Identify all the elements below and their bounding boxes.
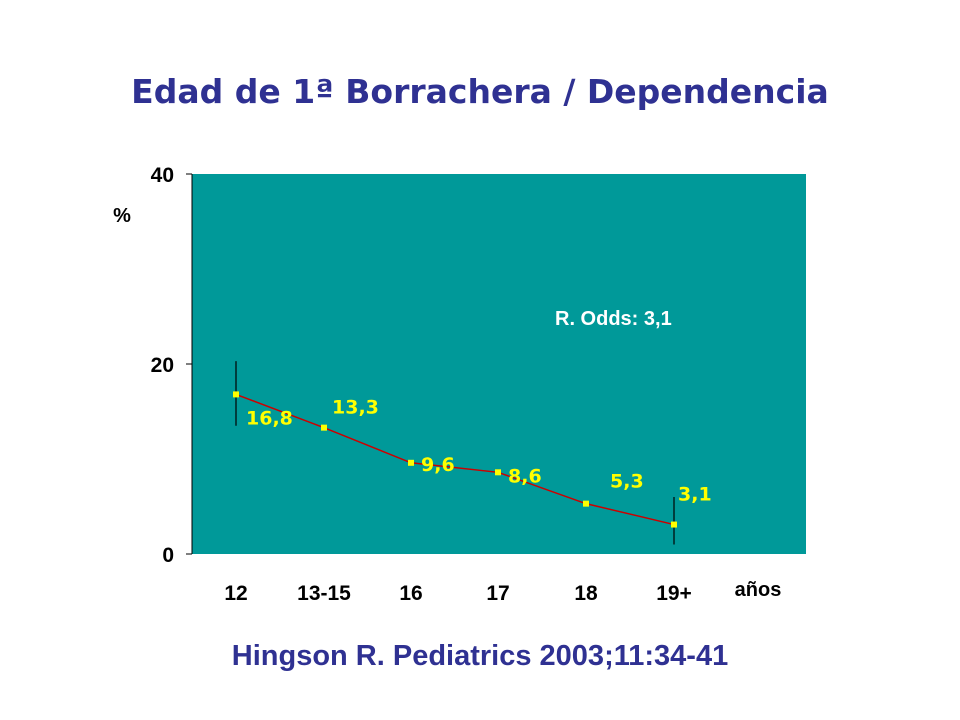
data-labels: 16,8 13,3 9,6 8,6 5,3 3,1 (246, 397, 712, 506)
data-point (408, 459, 414, 466)
x-axis-label: años (735, 579, 782, 601)
slide-title: Edad de 1ª Borrachera / Dependencia (131, 72, 829, 111)
data-point (671, 521, 677, 528)
x-tick-label: 19+ (656, 582, 692, 605)
plot-area (192, 174, 806, 554)
odds-ratio-annotation: R. Odds: 3,1 (555, 308, 672, 330)
x-tick-label: 17 (486, 582, 509, 605)
y-tick-label: 40 (151, 164, 174, 187)
data-label: 16,8 (246, 407, 293, 429)
x-tick-labels: 12 13-15 16 17 18 19+ (224, 582, 691, 605)
y-ticks: 0 20 40 (151, 164, 192, 567)
series-line-path (235, 393, 675, 526)
citation: Hingson R. Pediatrics 2003;11:34-41 (231, 640, 729, 672)
data-label: 5,3 (610, 471, 644, 493)
data-label: 3,1 (678, 484, 712, 506)
y-axis-label: % (113, 205, 131, 227)
data-label: 8,6 (508, 465, 542, 487)
data-point (233, 391, 239, 398)
x-tick-label: 13-15 (297, 582, 351, 605)
data-label: 13,3 (332, 397, 379, 419)
series-line (235, 393, 675, 526)
x-tick-label: 16 (399, 582, 422, 605)
data-point (495, 469, 501, 476)
data-point (321, 424, 327, 431)
data-point (583, 500, 589, 507)
y-tick-label: 0 (162, 544, 174, 567)
x-tick-label: 18 (574, 582, 598, 605)
y-tick-label: 20 (151, 354, 174, 377)
data-label: 9,6 (421, 454, 455, 476)
data-points (233, 391, 677, 528)
x-tick-label: 12 (224, 582, 247, 605)
